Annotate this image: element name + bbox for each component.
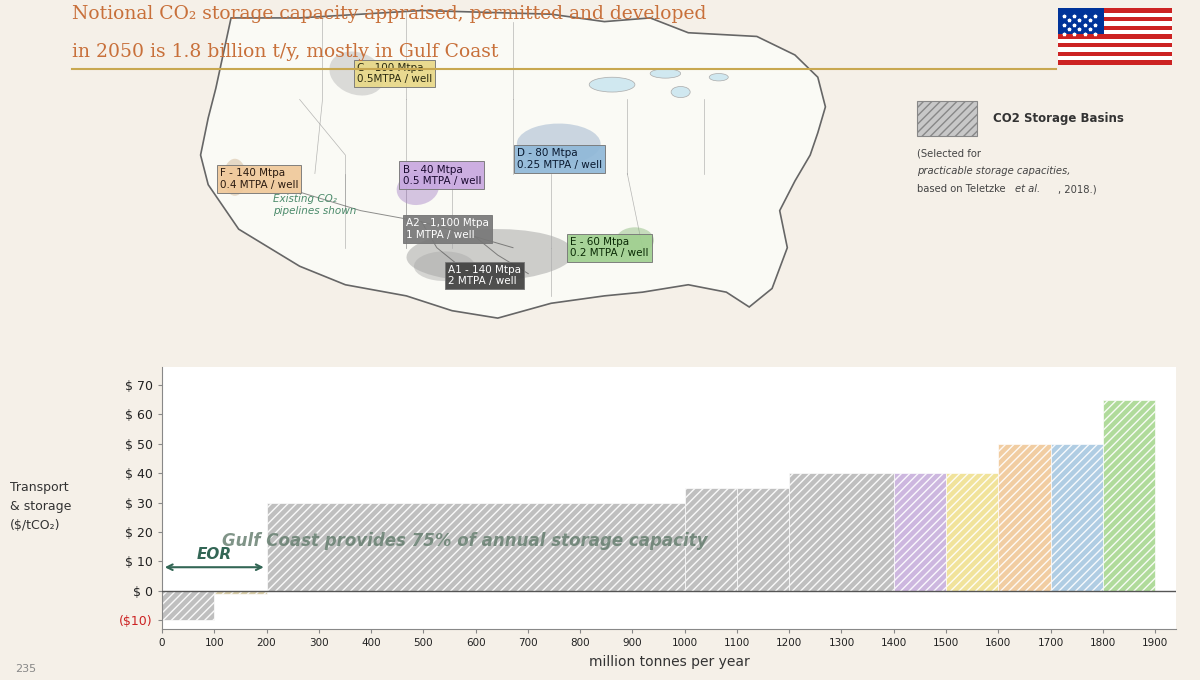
Bar [266, 503, 685, 591]
Text: A1 - 140 Mtpa
2 MTPA / well: A1 - 140 Mtpa 2 MTPA / well [449, 265, 521, 286]
Bar [1058, 26, 1172, 30]
Bar [1058, 8, 1172, 12]
Ellipse shape [329, 52, 384, 95]
Text: , 2018.): , 2018.) [1058, 184, 1097, 194]
Bar [1058, 61, 1172, 65]
Polygon shape [200, 10, 826, 318]
Bar [1058, 47, 1172, 52]
Ellipse shape [671, 86, 690, 98]
Bar [918, 101, 977, 136]
Text: EOR: EOR [197, 547, 232, 562]
Ellipse shape [223, 158, 246, 196]
Text: CO2 Storage Basins: CO2 Storage Basins [994, 112, 1124, 125]
Text: Gulf Coast provides 75% of annual storage capacity: Gulf Coast provides 75% of annual storag… [222, 532, 708, 549]
X-axis label: million tonnes per year: million tonnes per year [589, 655, 749, 669]
Ellipse shape [414, 252, 475, 281]
Ellipse shape [517, 124, 601, 165]
Bar [1058, 34, 1172, 39]
Bar [1058, 17, 1172, 21]
Bar [1058, 30, 1172, 34]
Bar [946, 473, 998, 591]
Ellipse shape [709, 73, 728, 81]
Text: B - 40 Mtpa
0.5 MTPA / well: B - 40 Mtpa 0.5 MTPA / well [402, 165, 481, 186]
Ellipse shape [616, 227, 654, 253]
Text: 235: 235 [16, 664, 37, 674]
Bar [685, 488, 737, 591]
Text: Transport
& storage
($/tCO₂): Transport & storage ($/tCO₂) [10, 481, 71, 532]
Text: E - 60 Mtpa
0.2 MTPA / well: E - 60 Mtpa 0.2 MTPA / well [570, 237, 649, 258]
Bar [1103, 400, 1156, 591]
Bar [737, 488, 790, 591]
Bar [1058, 43, 1172, 47]
Text: in 2050 is 1.8 billion t/y, mostly in Gulf Coast: in 2050 is 1.8 billion t/y, mostly in Gu… [72, 43, 498, 61]
Text: based on Teletzke: based on Teletzke [918, 184, 1009, 194]
Bar [1058, 21, 1172, 26]
Text: Notional CO₂ storage capacity appraised, permitted and developed: Notional CO₂ storage capacity appraised,… [72, 5, 707, 22]
Text: D - 80 Mtpa
0.25 MTPA / well: D - 80 Mtpa 0.25 MTPA / well [517, 148, 602, 169]
Text: (Selected for: (Selected for [918, 149, 984, 159]
Bar [790, 473, 894, 591]
Text: et al.: et al. [1015, 184, 1039, 194]
Bar [1058, 39, 1172, 43]
Text: A2 - 1,100 Mtpa
1 MTPA / well: A2 - 1,100 Mtpa 1 MTPA / well [407, 218, 490, 240]
Bar [1050, 443, 1103, 591]
Text: practicable storage capacities,: practicable storage capacities, [918, 167, 1070, 176]
Text: F - 140 Mtpa
0.4 MTPA / well: F - 140 Mtpa 0.4 MTPA / well [220, 169, 298, 190]
Text: C - 100 Mtpa
0.5MTPA / well: C - 100 Mtpa 0.5MTPA / well [356, 63, 432, 84]
Bar [894, 473, 946, 591]
Bar [1058, 8, 1104, 34]
Ellipse shape [650, 69, 680, 78]
Ellipse shape [589, 78, 635, 92]
Bar [1058, 52, 1172, 56]
Bar [162, 591, 215, 620]
Ellipse shape [397, 172, 439, 205]
Bar [215, 591, 266, 594]
Ellipse shape [407, 229, 574, 282]
Bar [998, 443, 1050, 591]
Bar [1058, 12, 1172, 17]
Text: Existing CO₂
pipelines shown: Existing CO₂ pipelines shown [272, 194, 356, 216]
Bar [1058, 56, 1172, 61]
